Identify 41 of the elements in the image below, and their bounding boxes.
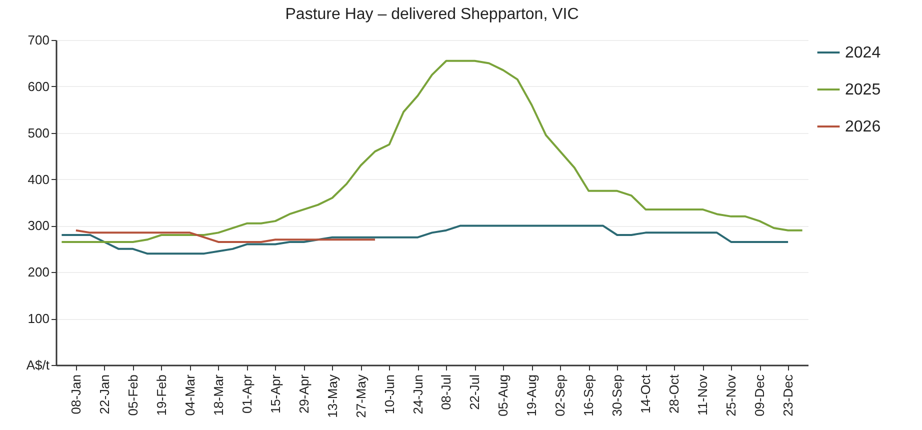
x-tick-label: 18-Mar xyxy=(210,374,226,416)
y-tick-label: 700 xyxy=(28,32,50,48)
x-tick-label: 13-May xyxy=(324,374,340,418)
x-tick-label: 24-Jun xyxy=(410,374,426,414)
line-series xyxy=(60,60,804,243)
legend-label: 2024 xyxy=(845,44,881,62)
x-tick-label: 08-Jul xyxy=(438,374,454,410)
x-tick-label: 27-May xyxy=(353,374,368,418)
x-tick-label: 11-Nov xyxy=(695,374,710,416)
x-tick-label: 25-Nov xyxy=(724,374,739,416)
x-tick-label: 19-Aug xyxy=(524,374,540,416)
x-tick-label: 02-Sep xyxy=(552,374,568,416)
x-tick-label: 04-Mar xyxy=(182,374,198,416)
x-tick-label: 29-Apr xyxy=(296,374,312,414)
x-tick-label: 10-Jun xyxy=(382,374,397,414)
x-tick-label: 19-Feb xyxy=(154,374,169,416)
x-tick-label: 22-Jan xyxy=(96,374,112,414)
y-tick-label: A$/t xyxy=(26,358,50,372)
legend-label: 2025 xyxy=(845,82,881,98)
x-tick-label: 14-Oct xyxy=(638,374,654,414)
x-tick-label: 23-Dec xyxy=(780,374,796,416)
x-tick-label: 15-Apr xyxy=(268,374,283,414)
y-tick-label: 600 xyxy=(28,78,50,94)
x-tick-label: 28-Oct xyxy=(666,374,682,414)
x-tick-label: 30-Sep xyxy=(610,374,625,416)
x-tick-label: 08-Jan xyxy=(68,374,84,414)
y-tick-label: 500 xyxy=(28,125,50,140)
y-tick-label: 300 xyxy=(28,218,50,234)
line-series xyxy=(60,224,790,255)
x-tick-label: 16-Sep xyxy=(581,374,596,416)
x-tick-label: 01-Apr xyxy=(239,374,254,414)
y-tick-label: 200 xyxy=(28,264,50,280)
y-tick-label: 100 xyxy=(28,311,50,326)
x-tick-label: 09-Dec xyxy=(752,374,768,416)
line-series xyxy=(74,229,376,243)
y-tick-label: 400 xyxy=(28,172,50,187)
x-tick-label: 05-Aug xyxy=(496,374,511,416)
chart-title: Pasture Hay – delivered Shepparton, VIC xyxy=(285,6,579,23)
x-tick-label: 05-Feb xyxy=(125,374,140,416)
x-tick-label: 22-Jul xyxy=(467,374,482,410)
legend-label: 2026 xyxy=(845,118,881,136)
